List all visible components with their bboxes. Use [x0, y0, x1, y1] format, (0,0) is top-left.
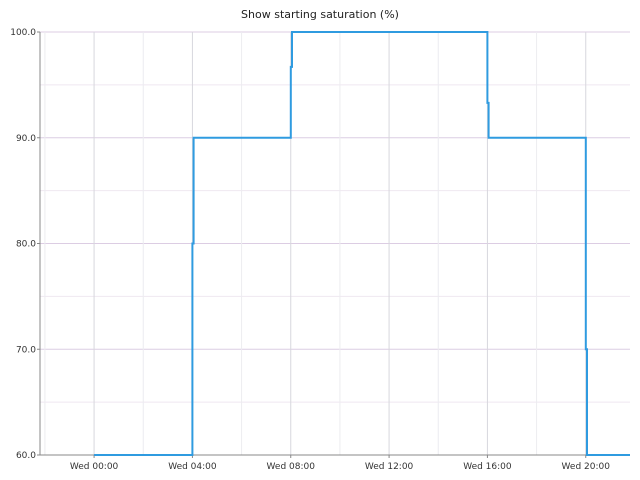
- y-tick-label: 90.0: [16, 134, 36, 144]
- chart-title: Show starting saturation (%): [241, 8, 399, 21]
- x-tick-label: Wed 12:00: [365, 462, 414, 472]
- x-tick-label: Wed 20:00: [562, 462, 611, 472]
- x-tick-label: Wed 00:00: [70, 462, 119, 472]
- x-tick-label: Wed 04:00: [168, 462, 217, 472]
- x-tick-label: Wed 16:00: [463, 462, 512, 472]
- y-tick-label: 80.0: [16, 240, 36, 250]
- x-tick-label: Wed 08:00: [267, 462, 316, 472]
- y-tick-label: 70.0: [16, 345, 36, 355]
- y-tick-label: 60.0: [16, 451, 36, 461]
- series-line: [94, 31, 630, 456]
- y-tick-label: 100.0: [10, 28, 36, 38]
